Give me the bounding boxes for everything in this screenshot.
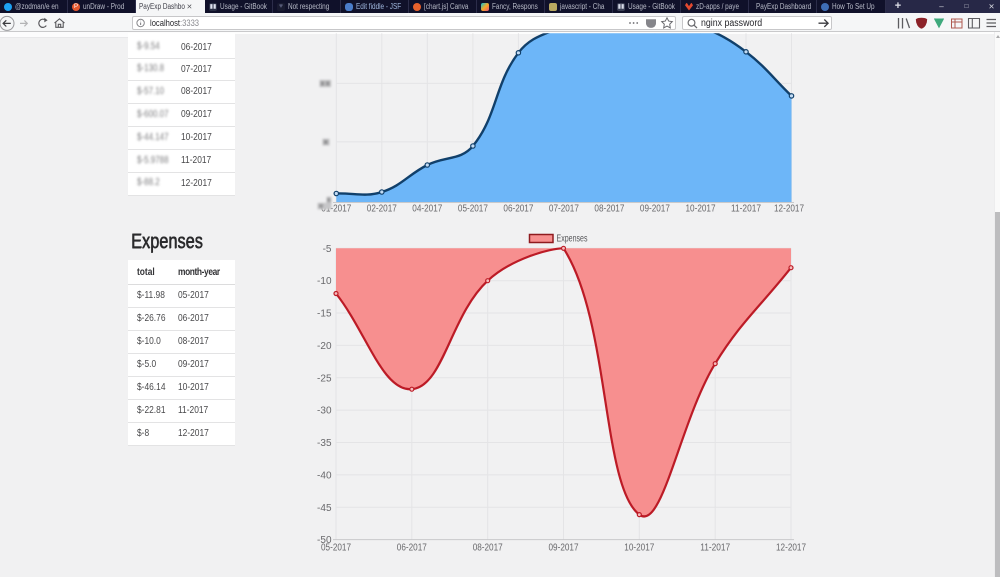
svg-text:09-2017: 09-2017: [549, 543, 579, 554]
svg-text:11-2017: 11-2017: [700, 543, 730, 554]
svg-text:04-2017: 04-2017: [412, 204, 442, 215]
svg-text:Expenses: Expenses: [557, 234, 588, 245]
svg-text:-20: -20: [317, 341, 332, 352]
svg-text:06-2017: 06-2017: [397, 543, 427, 554]
svg-text:07-2017: 07-2017: [549, 204, 579, 215]
svg-text:-5: -5: [323, 244, 332, 255]
svg-text:-50: -50: [317, 535, 332, 546]
svg-text:08-2017: 08-2017: [594, 204, 624, 215]
svg-text:-10: -10: [317, 276, 332, 287]
svg-text:-40: -40: [317, 470, 332, 481]
svg-text:10-2017: 10-2017: [624, 543, 654, 554]
svg-text:-35: -35: [317, 438, 332, 449]
svg-text:05-2017: 05-2017: [458, 204, 488, 215]
svg-text:12-2017: 12-2017: [776, 543, 806, 554]
svg-text:06-2017: 06-2017: [503, 204, 533, 215]
svg-text:08-2017: 08-2017: [473, 543, 503, 554]
svg-text:-25: -25: [317, 373, 332, 384]
svg-text:09-2017: 09-2017: [640, 204, 670, 215]
svg-text:-45: -45: [317, 503, 332, 514]
svg-text:01-2017: 01-2017: [321, 204, 351, 215]
svg-text:-30: -30: [317, 406, 332, 417]
svg-text:02-2017: 02-2017: [367, 204, 397, 215]
svg-text:12-2017: 12-2017: [774, 204, 804, 215]
svg-text:-15: -15: [317, 309, 332, 320]
svg-text:11-2017: 11-2017: [731, 204, 761, 215]
svg-text:10-2017: 10-2017: [686, 204, 716, 215]
svg-text:05-2017: 05-2017: [321, 543, 351, 554]
